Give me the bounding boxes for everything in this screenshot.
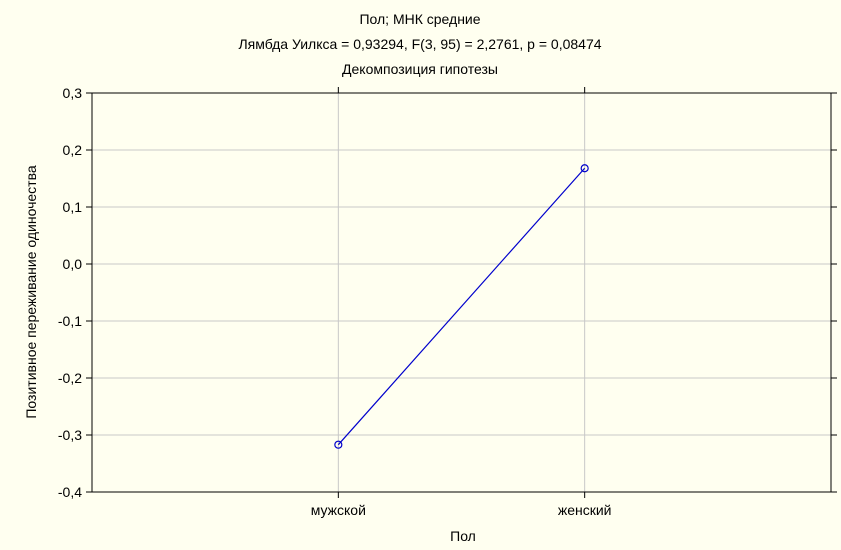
chart-subtitle-2: Декомпозиция гипотезы [342, 61, 498, 77]
chart-subtitle: Лямбда Уилкса = 0,93294, F(3, 95) = 2,27… [238, 36, 601, 52]
y-tick-label: -0,1 [58, 313, 82, 329]
grid-layer [92, 93, 831, 492]
series-layer [334, 164, 589, 449]
y-tick-label: -0,4 [58, 484, 82, 500]
x-axis: мужской женский [311, 87, 612, 518]
chart-title: Пол; МНК средние [359, 11, 480, 27]
y-tick-label: -0,2 [58, 370, 82, 386]
x-tick-label: мужской [311, 502, 366, 518]
plot-frame [91, 92, 832, 493]
series-line [337, 167, 586, 446]
x-axis-label: Пол [450, 528, 476, 544]
y-tick-label: 0,1 [63, 199, 83, 215]
y-tick-label: 0,3 [63, 85, 83, 101]
y-axis-label: Позитивное переживание одиночества [23, 165, 39, 419]
y-tick-label: -0,3 [58, 427, 82, 443]
data-point [580, 164, 589, 173]
y-tick-label: 0,0 [63, 256, 83, 272]
x-tick-label: женский [558, 502, 612, 518]
y-axis: -0,4 -0,3 -0,2 -0,1 0,0 0,1 0,2 0,3 [58, 85, 837, 500]
data-point [334, 440, 343, 449]
y-tick-label: 0,2 [63, 142, 83, 158]
